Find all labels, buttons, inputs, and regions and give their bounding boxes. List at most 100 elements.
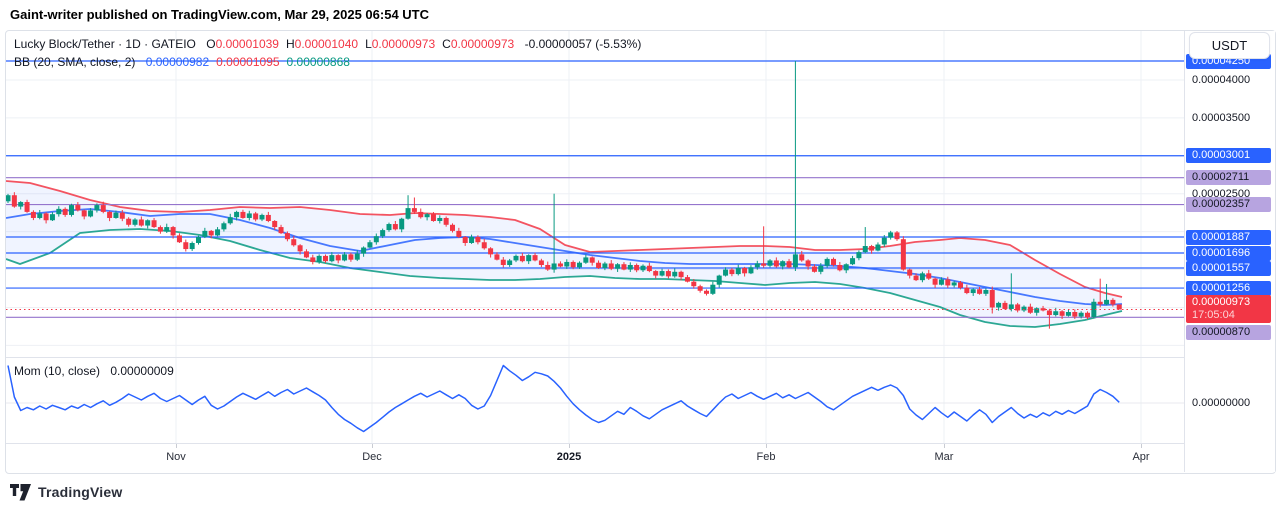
candle-body [684, 277, 690, 282]
candle-body [1110, 299, 1116, 305]
candle-body [30, 211, 36, 218]
candle-body [805, 260, 811, 267]
candle-body [170, 227, 176, 236]
pane-separator[interactable] [6, 357, 1274, 358]
candle-body [234, 211, 240, 218]
ohlc-value: 0.00000973 [450, 37, 515, 51]
candle-body [913, 275, 919, 281]
candle-body [557, 263, 563, 267]
candle-body [392, 224, 398, 230]
candle-body [418, 211, 424, 218]
time-axis-label: Feb [756, 451, 776, 463]
ohlc-key: C [442, 37, 451, 51]
price-axis-label: 0.00002500 [1192, 187, 1251, 200]
candle-body [627, 264, 633, 270]
time-axis-tick [372, 444, 373, 448]
candle-body [856, 252, 862, 259]
candle-body [132, 219, 138, 225]
page-title: Gaint-writer published on TradingView.co… [10, 7, 430, 22]
tradingview-logo-icon[interactable] [10, 483, 31, 501]
candle-body [1091, 301, 1097, 318]
candle-body [608, 263, 614, 269]
candle-body [1046, 310, 1052, 316]
candle-body [729, 269, 735, 275]
exchange-label: GATEIO [151, 37, 196, 51]
candle-body [665, 271, 671, 277]
candle-body [354, 253, 360, 260]
candle-body [272, 221, 278, 228]
momentum-axis-label: 0.00000000 [1192, 397, 1251, 409]
candle-body [1002, 302, 1008, 309]
candle-body [964, 287, 970, 294]
time-axis-tick [1141, 444, 1142, 448]
candle-body [494, 254, 500, 260]
candle-body [761, 263, 767, 266]
price-axis[interactable]: 0.00004000 0.00003500 0.00002500 0.00000000… [1185, 31, 1275, 472]
currency-button[interactable]: USDT [1189, 32, 1270, 59]
candle-body [799, 254, 805, 261]
candle-body [653, 271, 659, 276]
candle-body [780, 261, 786, 267]
candle-body [824, 258, 830, 266]
candle-body [405, 208, 411, 219]
candle-body [88, 210, 94, 217]
candle-body [710, 284, 716, 294]
candle-body [621, 264, 627, 270]
candle-body [265, 214, 271, 222]
time-axis-tick [569, 444, 570, 448]
candle-body [754, 263, 760, 268]
candle-body [1072, 312, 1078, 317]
candle-body [1053, 311, 1059, 316]
candle-body [253, 213, 259, 220]
candle-body [742, 268, 748, 274]
candle-body [538, 260, 544, 265]
candle-body [970, 289, 976, 294]
candle-body [792, 254, 798, 268]
ohlc-value: 0.00000973 [371, 37, 436, 51]
candle-body [938, 279, 944, 285]
ohlc-key: L [365, 37, 372, 51]
candle-body [869, 246, 875, 251]
time-axis-separator [6, 443, 1274, 444]
candle-body [373, 236, 379, 243]
candle-body [488, 248, 494, 255]
candle-body [1021, 306, 1027, 311]
candle-body [704, 290, 709, 294]
candle-body [996, 302, 1002, 308]
price-axis-separator [1184, 31, 1185, 472]
candle-body [119, 212, 125, 219]
candle-body [545, 264, 551, 270]
bb-value: 0.00000868 [286, 55, 350, 69]
candle-body [469, 236, 475, 243]
candle-body [462, 236, 468, 243]
bollinger-fill [6, 181, 1122, 327]
candle-body [888, 232, 894, 238]
candle-body [1015, 304, 1021, 311]
candle-body [678, 271, 684, 278]
time-axis[interactable]: Nov Dec 2025 Feb Mar Apr [6, 444, 1184, 472]
time-axis-tick [766, 444, 767, 448]
candle-body [335, 255, 341, 261]
candle-body [227, 217, 233, 224]
candle-body [329, 255, 335, 262]
brand-text[interactable]: TradingView [38, 484, 123, 500]
candle-body [399, 218, 405, 230]
price-axis-label: 0.00004000 [1192, 73, 1251, 86]
candle-body [430, 214, 436, 222]
candle-body [411, 208, 417, 212]
candle-body [634, 264, 640, 271]
candle-body [202, 230, 208, 237]
candle-body [932, 278, 938, 285]
candle-body [602, 263, 608, 269]
candle-body [983, 290, 989, 294]
candle-body [570, 261, 576, 268]
candle-body [24, 202, 30, 212]
price-badge: 0.00003001 [1186, 148, 1271, 164]
candle-body [475, 236, 481, 243]
candle-body [138, 219, 144, 226]
candle-body [526, 255, 532, 262]
candle-body [215, 229, 221, 236]
candle-body [843, 264, 849, 271]
candle-body [1078, 312, 1084, 317]
chart-canvas[interactable] [6, 31, 1184, 443]
